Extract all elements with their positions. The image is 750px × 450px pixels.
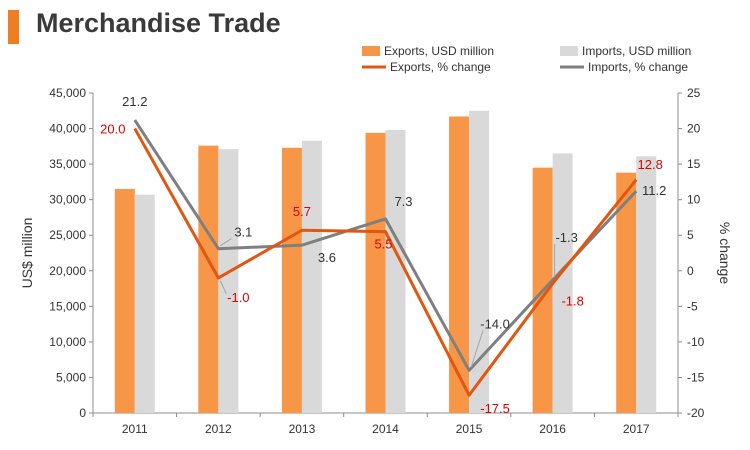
y2-tick-label: 10: [687, 193, 701, 207]
x-tick-label: 2016: [539, 422, 566, 436]
legend-label: Exports, % change: [390, 60, 491, 74]
y2-tick-label: 5: [687, 228, 694, 242]
leader-line: [470, 330, 484, 368]
data-label-exports-pct: 20.0: [100, 122, 125, 137]
bar-exports-2013: [281, 147, 302, 413]
y2-tick-label: 15: [687, 157, 701, 171]
data-label-imports-pct: 21.2: [122, 94, 147, 109]
x-tick-label: 2014: [372, 422, 399, 436]
bar-imports-2011: [134, 194, 155, 413]
y-tick-label: 20,000: [49, 264, 86, 278]
x-tick-label: 2015: [456, 422, 483, 436]
data-label-exports-pct: 5.7: [293, 204, 311, 219]
bar-exports-2015: [449, 116, 470, 413]
y2-tick-label: 20: [687, 122, 701, 136]
bar-exports-2017: [616, 172, 637, 413]
data-label-exports-pct: -1.0: [227, 290, 249, 305]
legend-label: Exports, USD million: [384, 44, 494, 58]
data-label-exports-pct: -17.5: [480, 401, 510, 416]
data-label-exports-pct: 5.5: [374, 237, 392, 252]
y2-tick-label: -5: [687, 299, 698, 313]
legend-label: Imports, % change: [588, 60, 688, 74]
line-imports-pct: [133, 119, 638, 372]
bar-exports-2012: [198, 145, 219, 413]
y2-tick-label: 0: [687, 264, 694, 278]
y-tick-label: 0: [79, 406, 86, 420]
y-tick-label: 5,000: [56, 370, 86, 384]
x-tick-label: 2011: [122, 422, 148, 436]
y-tick-label: 35,000: [49, 157, 86, 171]
data-label-imports-pct: 3.1: [234, 225, 252, 240]
y2-tick-label: -10: [687, 335, 705, 349]
bar-imports-2017: [636, 156, 657, 414]
y-tick-label: 45,000: [49, 86, 86, 100]
data-label-exports-pct: 12.8: [638, 157, 663, 172]
x-tick-label: 2013: [289, 422, 316, 436]
data-label-imports-pct: -1.3: [555, 230, 577, 245]
accent-bar: [8, 10, 19, 44]
y2-tick-label: -20: [687, 406, 705, 420]
leader-line: [219, 280, 227, 295]
bar-imports-2013: [301, 140, 322, 413]
y-tick-label: 40,000: [49, 122, 86, 136]
x-tick-label: 2012: [205, 422, 232, 436]
y-tick-label: 10,000: [49, 335, 86, 349]
data-label-imports-pct: -14.0: [480, 316, 510, 331]
line-exports-pct: [133, 127, 638, 397]
data-label-exports-pct: -1.8: [561, 294, 583, 309]
legend-swatch: [362, 46, 380, 56]
x-tick-label: 2017: [623, 422, 650, 436]
legend-label: Imports, USD million: [582, 44, 691, 58]
bar-imports-2014: [385, 129, 406, 413]
y2-tick-label: 25: [687, 86, 701, 100]
y-tick-label: 25,000: [49, 228, 86, 242]
page-title: Merchandise Trade: [36, 8, 281, 38]
y-axis-title: US$ million: [19, 218, 35, 289]
data-label-imports-pct: 3.6: [318, 250, 336, 265]
y2-axis-title: % change: [717, 222, 733, 284]
y2-tick-label: -15: [687, 370, 705, 384]
bar-exports-2011: [114, 189, 135, 413]
chart-header: Merchandise Trade: [0, 0, 750, 50]
y-tick-label: 30,000: [49, 193, 86, 207]
legend-swatch: [560, 46, 578, 56]
bar-exports-2014: [365, 132, 386, 414]
bar-imports-2015: [469, 110, 490, 414]
bar-imports-2012: [218, 149, 239, 413]
leader-line: [220, 238, 232, 247]
y-tick-label: 15,000: [49, 299, 86, 313]
bar-imports-2016: [552, 153, 573, 413]
data-label-imports-pct: 7.3: [394, 194, 412, 209]
data-label-imports-pct: 11.2: [642, 183, 666, 198]
